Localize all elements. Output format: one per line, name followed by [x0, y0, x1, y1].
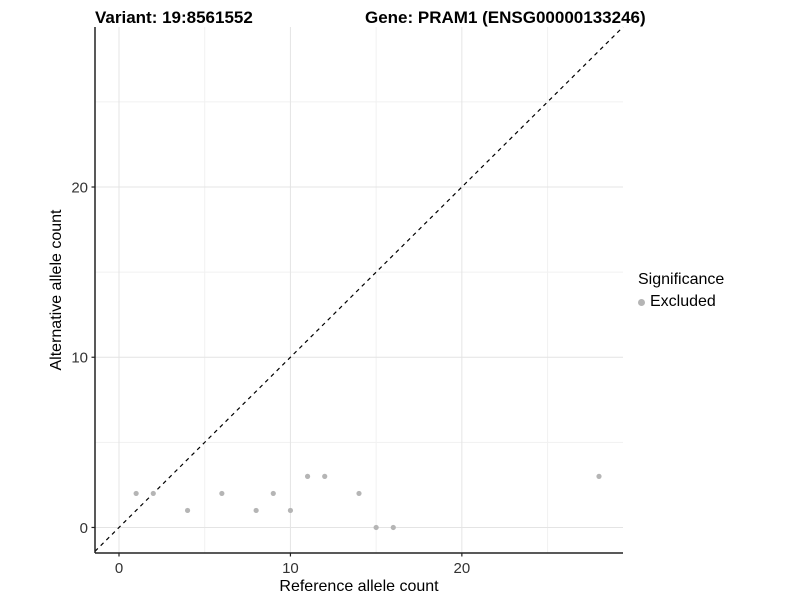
legend: Significance Excluded — [638, 271, 724, 311]
legend-entry-excluded: Excluded — [638, 293, 724, 311]
y-axis-title: Alternative allele count — [48, 209, 65, 371]
legend-entry-label: Excluded — [650, 293, 716, 310]
identity-line — [94, 26, 624, 552]
data-point — [304, 473, 311, 479]
excluded-point-icon — [638, 298, 645, 306]
x-axis-title: Reference allele count — [279, 578, 439, 595]
y-tick-label: 10 — [71, 350, 88, 367]
x-tick-label: 0 — [115, 560, 123, 577]
y-tick-label: 0 — [80, 520, 88, 537]
gene-title: Gene: PRAM1 (ENSG00000133246) — [365, 8, 646, 27]
legend-title: Significance — [638, 271, 725, 288]
data-point — [390, 524, 396, 531]
data-point — [219, 490, 225, 497]
data-point — [356, 490, 362, 497]
data-point — [133, 490, 139, 497]
data-point — [287, 507, 294, 514]
data-point — [322, 473, 328, 479]
data-point — [373, 524, 379, 531]
data-point — [150, 490, 156, 497]
data-point — [270, 490, 276, 497]
y-tick-label: 20 — [71, 180, 88, 197]
data-point — [253, 507, 259, 514]
x-tick-label: 20 — [454, 560, 471, 577]
variant-title: Variant: 19:8561552 — [95, 8, 253, 27]
x-tick-label: 10 — [282, 560, 299, 577]
data-point — [184, 507, 191, 514]
data-point — [596, 473, 602, 479]
